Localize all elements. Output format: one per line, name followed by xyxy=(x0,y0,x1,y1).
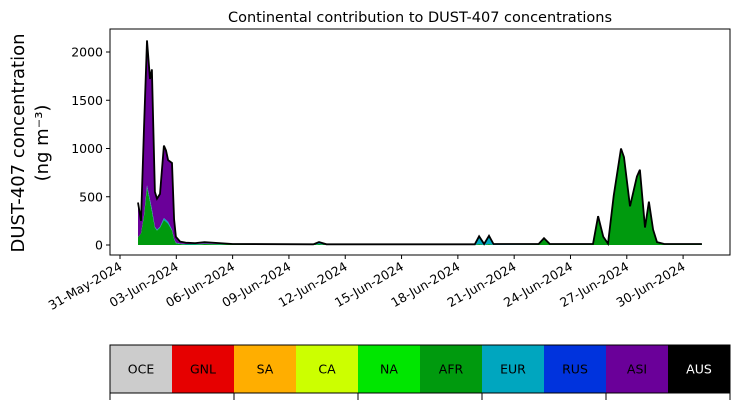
total-line xyxy=(137,40,702,247)
legend-swatch-aus xyxy=(668,345,731,393)
legend-swatch-ca xyxy=(296,345,359,393)
legend-swatch-afr xyxy=(420,345,483,393)
legend-swatch-rus xyxy=(544,345,607,393)
legend-label-asi: ASI xyxy=(627,362,647,377)
legend-colorbar: OCE GNL SA CA NA AFR EUR RUS ASI AUS xyxy=(109,344,731,400)
legend-label-rus: RUS xyxy=(562,362,588,377)
y-tick-label: 2000 xyxy=(71,45,103,60)
y-tick-label: 1000 xyxy=(71,141,103,156)
legend-label-aus: AUS xyxy=(686,362,712,377)
y-tick-label: 0 xyxy=(95,238,103,253)
legend-swatch-gnl xyxy=(172,345,235,393)
legend-swatch-eur xyxy=(482,345,545,393)
y-axis-label-line1: DUST-407 concentration xyxy=(8,33,29,252)
legend-label-oce: OCE xyxy=(128,362,155,377)
y-axis-label-line2: (ng m⁻³) xyxy=(32,105,53,182)
y-tick-label: 1500 xyxy=(71,93,103,108)
colorbar-frame xyxy=(109,344,731,394)
legend-swatch-asi xyxy=(606,345,669,393)
legend-swatch-na xyxy=(358,345,421,393)
legend-label-sa: SA xyxy=(257,362,274,377)
area-afr xyxy=(138,149,702,245)
stacked-areas xyxy=(137,40,702,247)
legend-label-eur: EUR xyxy=(500,362,526,377)
legend-label-gnl: GNL xyxy=(190,362,216,377)
chart-title: Continental contribution to DUST-407 con… xyxy=(228,10,612,26)
y-tick-label: 500 xyxy=(79,189,103,204)
plot-frame xyxy=(109,28,731,256)
legend-label-afr: AFR xyxy=(439,362,464,377)
legend-label-na: NA xyxy=(380,362,398,377)
legend-label-ca: CA xyxy=(318,362,336,377)
legend-swatch-sa xyxy=(234,345,297,393)
legend-swatch-oce xyxy=(110,345,173,393)
